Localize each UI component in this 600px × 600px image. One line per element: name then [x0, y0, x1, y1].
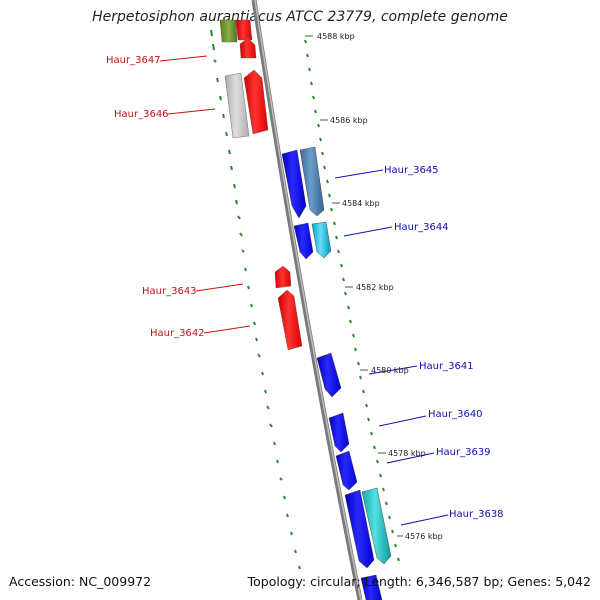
gene-arrow-haur-3645-blue[interactable] [281, 149, 307, 219]
tick-label: 4584 kbp [342, 199, 380, 208]
gene-label-haur-3643[interactable]: Haur_3643 [142, 286, 197, 297]
gene-label-haur-3641[interactable]: Haur_3641 [419, 361, 474, 372]
tick-label: 4578 kbp [388, 449, 426, 458]
gene-label-haur-3642[interactable]: Haur_3642 [150, 328, 205, 339]
gene-arrow-haur-3646-gray[interactable] [224, 72, 250, 139]
gene-arrow-haur-3640[interactable] [328, 412, 350, 453]
accession-label: Accession: NC_009972 [9, 574, 152, 589]
tick-label: 4586 kbp [330, 116, 368, 125]
gene-label-haur-3647[interactable]: Haur_3647 [106, 55, 161, 66]
gene-arrow-bottom[interactable] [360, 574, 383, 600]
gene-arrow-haur-3644-blue[interactable] [293, 222, 314, 260]
gene-arrow-haur-3638-blue[interactable] [344, 489, 375, 569]
tick-label: 4582 kbp [356, 283, 394, 292]
gc-skew-dots-right [304, 39, 400, 562]
gc-content-dots-left [210, 29, 301, 570]
tick-label: 4576 kbp [405, 532, 443, 541]
gene-label-haur-3640[interactable]: Haur_3640 [428, 409, 483, 420]
gene-arrow-top-red[interactable] [235, 19, 253, 41]
gene-arrow-olive[interactable] [219, 19, 238, 43]
gene-arrow-haur-3647[interactable] [239, 37, 257, 59]
gene-label-haur-3638[interactable]: Haur_3638 [449, 509, 504, 520]
gene-arrow-haur-3639[interactable] [335, 450, 358, 491]
label-leaders [159, 55, 449, 526]
gene-arrow-haur-3644[interactable] [311, 221, 332, 259]
gene-label-haur-3646[interactable]: Haur_3646 [114, 109, 169, 120]
gene-labels: Haur_3647 Haur_3646 Haur_3645 Haur_3644 … [106, 55, 504, 520]
gene-label-haur-3644[interactable]: Haur_3644 [394, 222, 449, 233]
gene-arrow-haur-3643[interactable] [274, 265, 292, 289]
gene-arrow-haur-3638[interactable] [361, 487, 392, 565]
reverse-strand-genes [281, 146, 392, 600]
genome-title: Herpetosiphon aurantiacus ATCC 23779, co… [92, 9, 508, 25]
gene-arrow-haur-3641[interactable] [316, 352, 342, 398]
gene-label-haur-3639[interactable]: Haur_3639 [436, 447, 491, 458]
forward-strand-genes [219, 19, 303, 351]
gene-arrow-haur-3646[interactable] [243, 69, 269, 135]
scale-ticks: 4588 kbp 4586 kbp 4584 kbp 4582 kbp 4580… [305, 32, 443, 541]
gene-label-haur-3645[interactable]: Haur_3645 [384, 165, 439, 176]
gene-arrow-haur-3642[interactable] [277, 289, 303, 351]
gene-arrow-haur-3645[interactable] [299, 146, 325, 217]
topology-summary: Topology: circular; Length: 6,346,587 bp… [247, 574, 591, 589]
tick-label: 4588 kbp [317, 32, 355, 41]
genome-backbone [251, 0, 363, 600]
